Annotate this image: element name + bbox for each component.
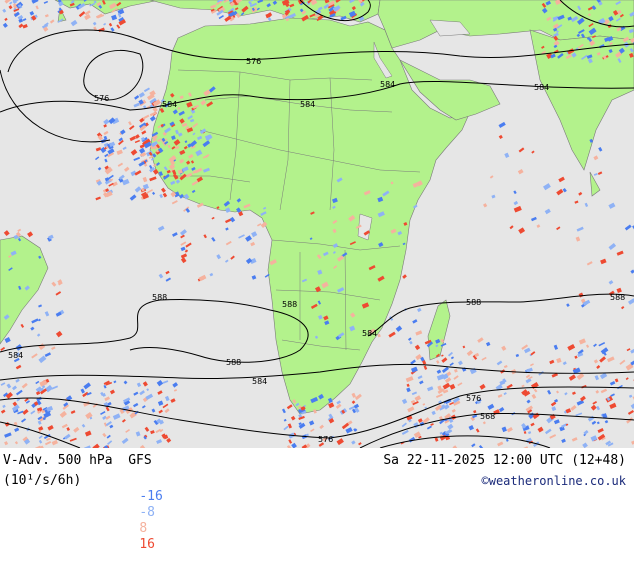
contour-label: 588	[466, 298, 481, 307]
contour-label: 568	[480, 412, 495, 421]
contour-label: 588	[610, 293, 625, 302]
contour-label: 576	[246, 57, 261, 66]
contour-label: 584	[8, 351, 23, 360]
legend-item: -16	[139, 489, 162, 504]
contour-label: 584	[534, 83, 549, 92]
legend-item: -8	[139, 505, 155, 520]
contour-label: 576	[318, 435, 333, 444]
contour-label: 588	[282, 300, 297, 309]
contour-label: 588	[226, 358, 241, 367]
contour-label: 576	[94, 94, 109, 103]
contour-label: 584	[252, 377, 267, 386]
valid-time: Sa 22-11-2025 12:00 UTC (12+48)	[383, 453, 626, 469]
units-label: (10¹/s/6h)	[3, 473, 81, 489]
map-footer: V-Adv. 500 hPa GFS Sa 22-11-2025 12:00 U…	[0, 448, 634, 490]
contour-label: 584	[380, 80, 395, 89]
contour-label: 584	[162, 100, 177, 109]
contour-label: 584	[362, 329, 377, 338]
contour-label: 576	[466, 394, 481, 403]
legend-item: 16	[139, 537, 155, 552]
map-title: V-Adv. 500 hPa GFS	[3, 453, 152, 469]
legend-item: 8	[139, 521, 147, 536]
contour-label: 584	[300, 100, 315, 109]
color-legend: -16 -8 8 16	[108, 473, 167, 569]
credit-link[interactable]: ©weatheronline.co.uk	[482, 473, 627, 489]
weather-map: 576 576 584 584 584 584 588 588 588 588 …	[0, 0, 634, 448]
contour-label: 588	[152, 293, 167, 302]
